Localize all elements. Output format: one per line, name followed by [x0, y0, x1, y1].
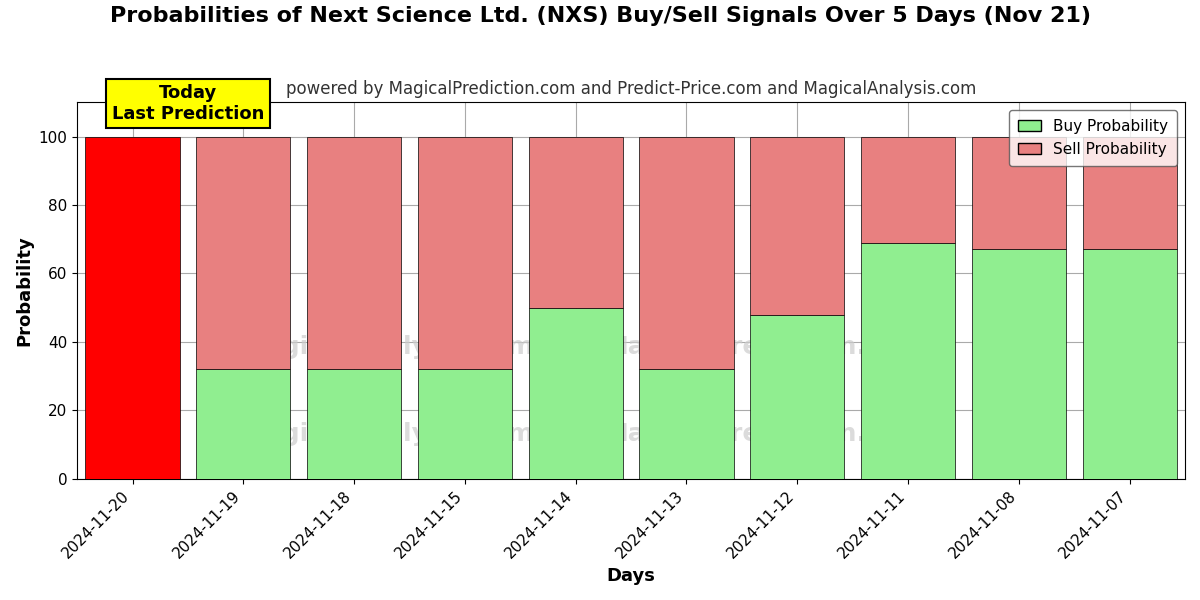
Bar: [640, 137, 733, 369]
Bar: [197, 369, 290, 479]
Bar: [1082, 250, 1177, 479]
Legend: Buy Probability, Sell Probability: Buy Probability, Sell Probability: [1009, 110, 1177, 166]
Bar: [307, 369, 401, 479]
Text: Probabilities of Next Science Ltd. (NXS) Buy/Sell Signals Over 5 Days (Nov 21): Probabilities of Next Science Ltd. (NXS)…: [109, 6, 1091, 26]
Bar: [85, 137, 180, 479]
Text: MagicalAnalysis.com: MagicalAnalysis.com: [240, 422, 534, 446]
Bar: [640, 369, 733, 479]
Bar: [972, 250, 1066, 479]
Bar: [860, 137, 955, 242]
Bar: [1082, 137, 1177, 250]
Bar: [750, 137, 845, 314]
Y-axis label: Probability: Probability: [14, 235, 32, 346]
Bar: [750, 314, 845, 479]
X-axis label: Days: Days: [607, 567, 655, 585]
Bar: [197, 137, 290, 369]
Text: Today
Last Prediction: Today Last Prediction: [112, 84, 264, 123]
Text: MagicalPrediction.com: MagicalPrediction.com: [604, 335, 925, 359]
Text: MagicalPrediction.com: MagicalPrediction.com: [604, 422, 925, 446]
Title: powered by MagicalPrediction.com and Predict-Price.com and MagicalAnalysis.com: powered by MagicalPrediction.com and Pre…: [286, 80, 977, 98]
Bar: [418, 137, 512, 369]
Bar: [529, 308, 623, 479]
Bar: [972, 137, 1066, 250]
Bar: [307, 137, 401, 369]
Text: MagicalAnalysis.com: MagicalAnalysis.com: [240, 335, 534, 359]
Bar: [418, 369, 512, 479]
Bar: [529, 137, 623, 308]
Bar: [860, 242, 955, 479]
